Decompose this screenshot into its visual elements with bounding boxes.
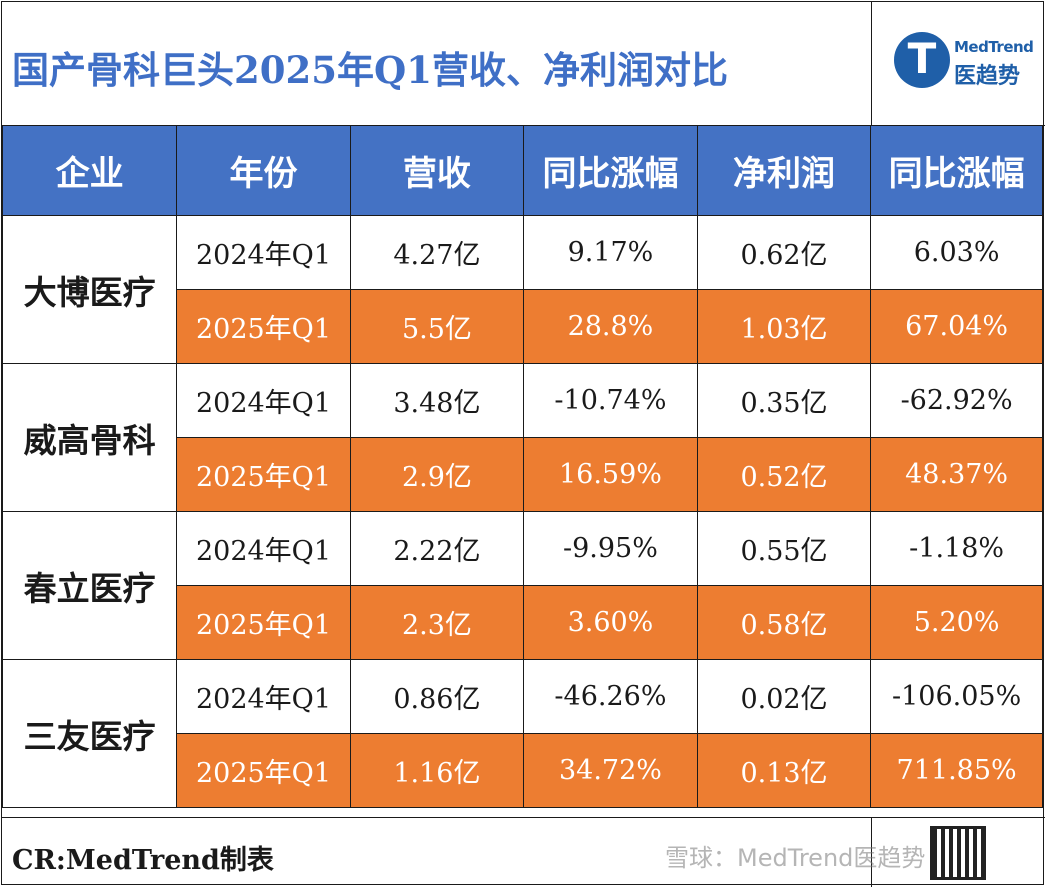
table-row: 三友医疗 2024年Q1 0.86亿 -46.26% 0.02亿 -106.05… <box>1 659 1043 808</box>
header-profit-yoy: 同比涨幅 <box>870 125 1043 216</box>
header-row: 企业 年份 营收 同比涨幅 净利润 同比涨幅 <box>1 125 1043 216</box>
net-profit-cell: 0.13亿 <box>696 733 872 808</box>
logo-chinese: 医趋势 <box>954 64 1021 89</box>
title-row: 国产骨科巨头2025年Q1营收、净利润对比 T MedTrend 医趋势 <box>2 2 1045 126</box>
year-cell: 2025年Q1 <box>176 289 351 364</box>
credit-text: CR:MedTrend制表 <box>12 845 274 876</box>
year-cell: 2025年Q1 <box>176 437 351 512</box>
profit-yoy-cell: 48.37% <box>870 437 1043 512</box>
net-profit-cell: 0.55亿 <box>696 511 872 586</box>
revenue-cell: 4.27亿 <box>349 215 525 290</box>
logo-letter: T <box>907 34 937 83</box>
profit-yoy-cell: -1.18% <box>870 511 1043 586</box>
company-name: 威高骨科 <box>1 363 178 512</box>
revenue-cell: 1.16亿 <box>349 733 525 808</box>
revenue-cell: 2.3亿 <box>349 585 525 660</box>
header-year: 年份 <box>176 125 351 216</box>
footer-row: CR:MedTrend制表 <box>2 817 1045 887</box>
header-revenue-yoy: 同比涨幅 <box>523 125 698 216</box>
net-profit-cell: 0.52亿 <box>696 437 872 512</box>
revenue-yoy-cell: 9.17% <box>523 215 698 290</box>
table-row: 2025年Q1 2.9亿 16.59% 0.52亿 48.37% <box>3 437 1043 512</box>
revenue-cell: 0.86亿 <box>349 659 525 734</box>
revenue-cell: 5.5亿 <box>349 289 525 364</box>
medtrend-logo-icon: T <box>894 32 950 88</box>
table-row: 2025年Q1 5.5亿 28.8% 1.03亿 67.04% <box>3 289 1043 364</box>
revenue-yoy-cell: -10.74% <box>523 363 698 438</box>
company-name: 大博医疗 <box>1 215 178 364</box>
page-title: 国产骨科巨头2025年Q1营收、净利润对比 <box>12 48 728 92</box>
header-revenue: 营收 <box>349 125 525 216</box>
header-net-profit: 净利润 <box>696 125 872 216</box>
revenue-cell: 2.9亿 <box>349 437 525 512</box>
table-row: 威高骨科 2024年Q1 3.48亿 -10.74% 0.35亿 -62.92% <box>1 363 1043 512</box>
profit-yoy-cell: 67.04% <box>870 289 1043 364</box>
revenue-cell: 2.22亿 <box>349 511 525 586</box>
year-cell: 2024年Q1 <box>176 363 351 438</box>
year-cell: 2025年Q1 <box>176 585 351 660</box>
header-company: 企业 <box>1 125 178 216</box>
net-profit-cell: 0.62亿 <box>696 215 872 290</box>
logo-english: MedTrend <box>954 38 1034 56</box>
profit-yoy-cell: 711.85% <box>870 733 1043 808</box>
table-row: 春立医疗 2024年Q1 2.22亿 -9.95% 0.55亿 -1.18% <box>1 511 1043 660</box>
revenue-yoy-cell: -9.95% <box>523 511 698 586</box>
revenue-yoy-cell: -46.26% <box>523 659 698 734</box>
year-cell: 2024年Q1 <box>176 215 351 290</box>
revenue-yoy-cell: 16.59% <box>523 437 698 512</box>
net-profit-cell: 0.02亿 <box>696 659 872 734</box>
net-profit-cell: 1.03亿 <box>696 289 872 364</box>
year-cell: 2025年Q1 <box>176 733 351 808</box>
qr-code-icon <box>930 826 986 880</box>
revenue-yoy-cell: 28.8% <box>523 289 698 364</box>
revenue-yoy-cell: 34.72% <box>523 733 698 808</box>
revenue-cell: 3.48亿 <box>349 363 525 438</box>
table-row: 2025年Q1 1.16亿 34.72% 0.13亿 711.85% <box>3 733 1043 808</box>
logo-cell: T MedTrend 医趋势 <box>871 2 1045 126</box>
profit-yoy-cell: 6.03% <box>870 215 1043 290</box>
company-name: 春立医疗 <box>1 511 178 660</box>
company-name: 三友医疗 <box>1 659 178 808</box>
net-profit-cell: 0.35亿 <box>696 363 872 438</box>
watermark: 雪球：MedTrend医趋势 <box>665 844 926 872</box>
profit-yoy-cell: 5.20% <box>870 585 1043 660</box>
qr-cell <box>871 818 1045 887</box>
year-cell: 2024年Q1 <box>176 659 351 734</box>
revenue-yoy-cell: 3.60% <box>523 585 698 660</box>
year-cell: 2024年Q1 <box>176 511 351 586</box>
table-row: 大博医疗 2024年Q1 4.27亿 9.17% 0.62亿 6.03% <box>1 215 1043 364</box>
profit-yoy-cell: -106.05% <box>870 659 1043 734</box>
net-profit-cell: 0.58亿 <box>696 585 872 660</box>
comparison-table: 企业 年份 营收 同比涨幅 净利润 同比涨幅 大博医疗 2024年Q1 4.27… <box>1 125 1043 808</box>
profit-yoy-cell: -62.92% <box>870 363 1043 438</box>
